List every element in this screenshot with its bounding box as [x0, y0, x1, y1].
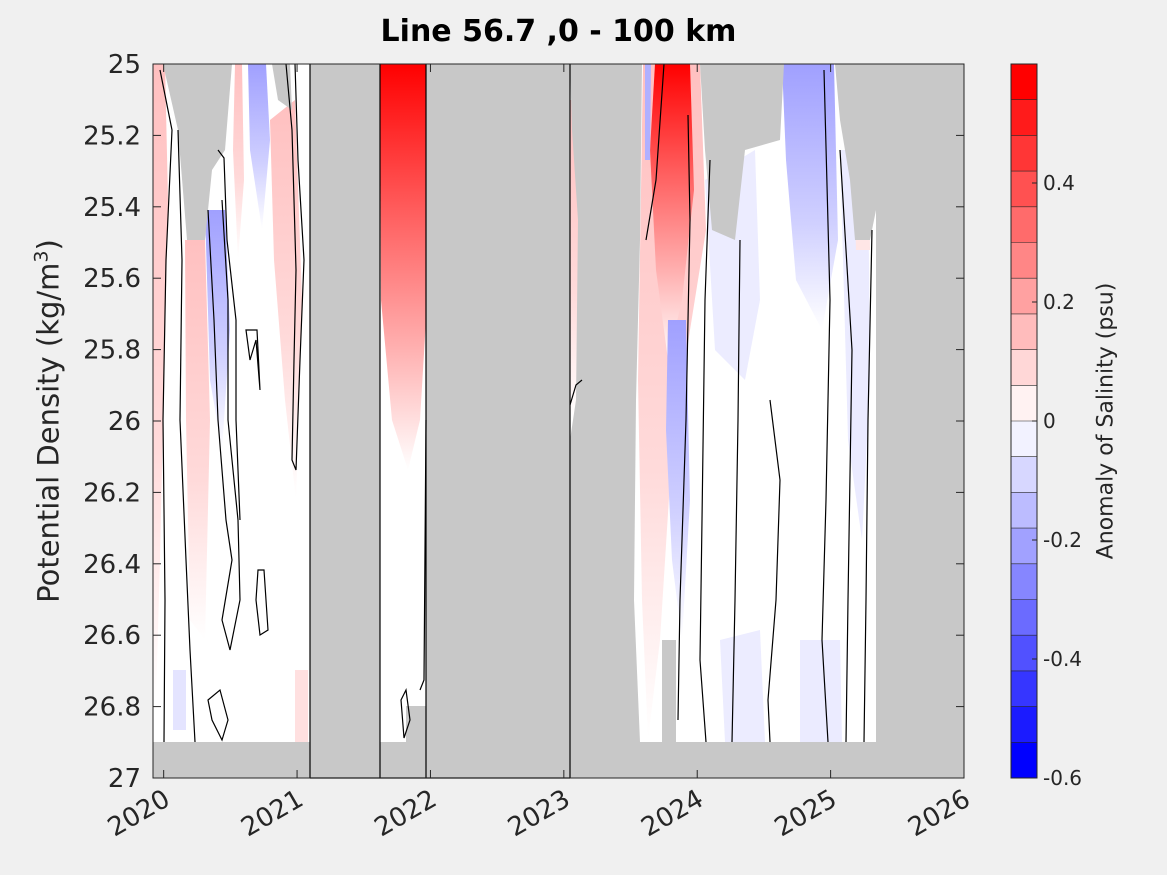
anomaly-patch-positive — [153, 64, 168, 700]
anomaly-patch-negative — [248, 64, 270, 230]
no-data-region — [835, 64, 964, 742]
y-axis-label-text: Potential Density (kg/m — [31, 262, 66, 603]
zero-contour — [645, 63, 665, 241]
colorbar-level — [1011, 421, 1037, 458]
anomaly-patch-negative — [782, 64, 838, 330]
zero-contour — [419, 419, 427, 691]
colorbar-tick-label: -0.4 — [1043, 647, 1082, 671]
no-data-region — [163, 64, 232, 240]
colorbar-level — [1011, 313, 1037, 351]
zero-contour — [839, 149, 853, 743]
no-data-region — [570, 64, 642, 742]
zero-contour — [677, 114, 691, 721]
zero-contour — [569, 379, 583, 406]
no-data-region — [380, 742, 426, 778]
colorbar-level — [1011, 171, 1037, 208]
colorbar-tick-label: -0.2 — [1043, 528, 1082, 552]
colorbar-level — [1011, 206, 1037, 243]
anomaly-patch-negative — [173, 670, 186, 730]
chart-title: Line 56.7 ,0 - 100 km — [380, 14, 737, 49]
y-tick-label: 25.6 — [83, 264, 141, 294]
y-tick-label: 26.8 — [83, 693, 141, 723]
colorbar-tick-label: 0.2 — [1043, 290, 1075, 314]
anomaly-patch-positive — [295, 670, 308, 742]
colorbar-level — [1011, 99, 1037, 136]
zero-contours — [159, 63, 873, 743]
zero-contour — [245, 329, 261, 391]
colorbar-level — [1011, 706, 1037, 743]
colorbar-level — [1011, 670, 1037, 708]
x-tick-label: 2025 — [770, 784, 842, 843]
no-data-region — [426, 64, 570, 778]
no-data-region — [153, 742, 964, 778]
x-tick-label: 2026 — [903, 784, 975, 843]
colorbar-label: Anomaly of Salinity (psu) — [1093, 282, 1119, 560]
anomaly-patch-negative — [666, 320, 690, 640]
zero-contour — [207, 199, 241, 651]
anomaly-patch-negative — [720, 630, 765, 742]
colorbar-level — [1011, 563, 1037, 600]
x-tick-label: 2023 — [503, 784, 575, 843]
colorbar-level — [1011, 456, 1037, 493]
x-tick-label: 2021 — [236, 784, 308, 843]
zero-contour — [177, 129, 196, 743]
no-data-region — [406, 706, 426, 742]
colorbar-level — [1011, 278, 1037, 315]
y-tick-label: 26.4 — [83, 550, 141, 580]
zero-contour — [285, 63, 305, 471]
zero-contour — [207, 688, 229, 742]
y-axis: 25 25.2 25.4 25.6 25.8 26 26.2 26.4 26.6 26.8 27 — [83, 50, 964, 794]
y-tick-label: 25.2 — [83, 121, 141, 151]
colorbar-level — [1011, 635, 1037, 672]
no-data-mask — [153, 64, 964, 778]
colorbar-level — [1011, 742, 1037, 779]
y-tick-label: 26.2 — [83, 478, 141, 508]
colorbar-level — [1011, 492, 1037, 529]
y-tick-label: 26 — [108, 407, 141, 437]
anomaly-patch-negative — [645, 64, 651, 160]
colorbar-tick-label: 0.4 — [1043, 171, 1075, 195]
no-data-region — [700, 64, 784, 240]
zero-contour — [863, 229, 873, 743]
y-tick-label: 25.8 — [83, 336, 141, 366]
colorbar-level — [1011, 349, 1037, 386]
zero-contour — [731, 239, 741, 743]
colorbar-level — [1011, 135, 1037, 172]
anomaly-patch-positive — [233, 64, 244, 260]
anomaly-patch-negative — [800, 640, 842, 742]
x-tick-label: 2022 — [370, 784, 442, 843]
y-axis-label-superscript: 3 — [30, 250, 53, 263]
y-tick-label: 27 — [108, 764, 141, 794]
colorbar-level — [1011, 385, 1037, 422]
colorbar-level — [1011, 64, 1037, 101]
colorbar-level — [1011, 242, 1037, 279]
zero-contour — [767, 399, 781, 743]
zero-contour — [159, 69, 173, 743]
y-axis-label: Potential Density (kg/m3) — [31, 239, 66, 603]
zero-contour — [217, 149, 241, 521]
x-tick-label: 2024 — [636, 784, 708, 843]
no-data-region — [310, 64, 380, 778]
anomaly-patch-positive — [650, 64, 694, 360]
no-data-region — [662, 640, 676, 742]
zero-contour — [255, 569, 269, 637]
colorbar-level — [1011, 528, 1037, 565]
zero-contour — [821, 69, 831, 743]
zero-contour — [699, 159, 711, 743]
y-tick-label: 25.4 — [83, 193, 141, 223]
anomaly-patch-positive — [380, 64, 426, 470]
anomaly-patch-positive — [185, 240, 210, 640]
colorbar-tick-label: -0.6 — [1043, 766, 1082, 790]
y-tick-label: 25 — [108, 50, 141, 80]
y-axis-label-close: ) — [31, 239, 66, 251]
y-tick-label: 26.6 — [83, 621, 141, 651]
colorbar-level — [1011, 599, 1037, 636]
colorbar: 0.4 0.2 0 -0.2 -0.4 -0.6 — [1010, 63, 1082, 790]
colorbar-tick-label: 0 — [1043, 409, 1056, 433]
zero-contour — [400, 687, 411, 739]
